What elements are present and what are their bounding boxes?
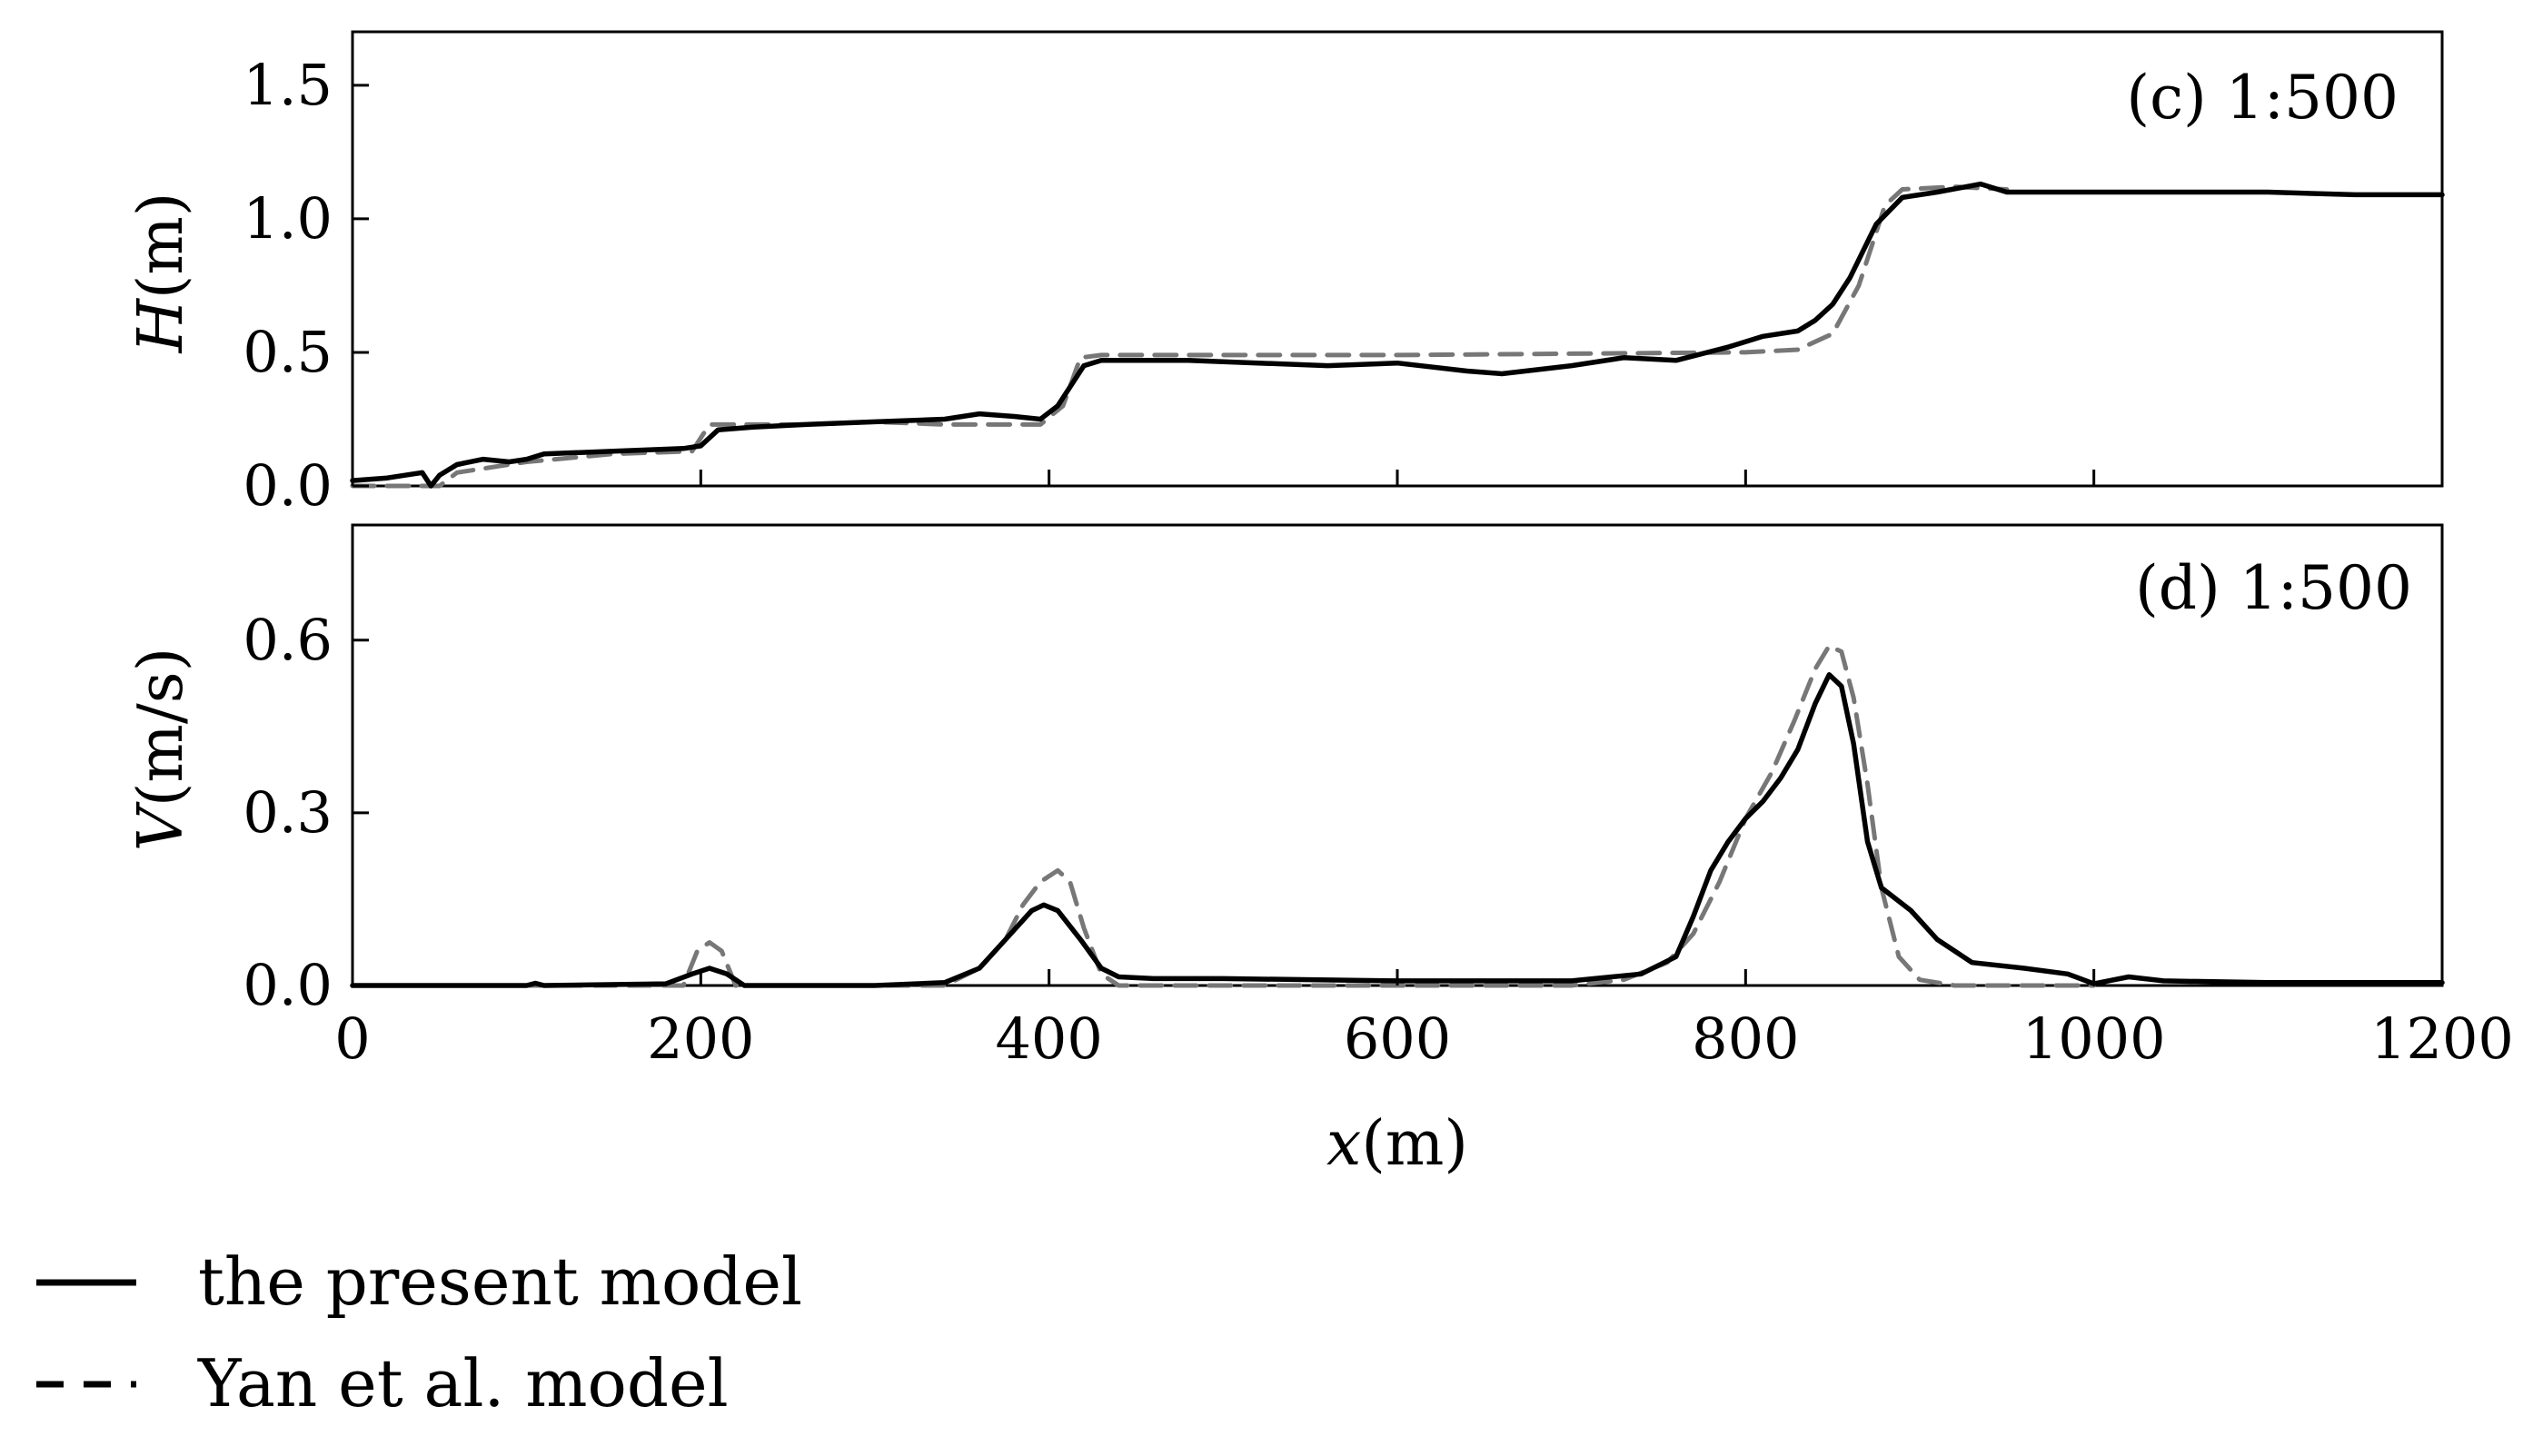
panel-d-ticks: 0 200 400 600 800 1000 1200 0.0 0.3 0.6 bbox=[243, 607, 2514, 1072]
panel-d-xtick-label-1200: 1200 bbox=[2370, 1005, 2514, 1072]
panel-d-velocity: 0 200 400 600 800 1000 1200 0.0 0.3 0.6 (d) 1:500… bbox=[125, 523, 2514, 1180]
panel-c-series bbox=[350, 181, 2445, 489]
panel-c-ytick-label-1.5: 1.5 bbox=[243, 52, 333, 118]
panel-d-series-yan-model bbox=[350, 643, 2097, 988]
panel-d-series bbox=[350, 643, 2445, 988]
panel-c-ytick-label-0: 0.0 bbox=[243, 452, 333, 519]
panel-d-xtick-label-600: 600 bbox=[1344, 1005, 1451, 1072]
panel-d-xtick-label-1000: 1000 bbox=[2022, 1005, 2166, 1072]
panel-d-xtick-label-400: 400 bbox=[995, 1005, 1102, 1072]
panel-c-label: (c) 1:500 bbox=[2126, 63, 2399, 133]
legend-label-yan-model: Yan et al. model bbox=[197, 1345, 729, 1421]
panel-d-frame bbox=[351, 523, 2444, 987]
panel-c-ylabel: H(m) bbox=[125, 193, 197, 355]
panel-c-series-yan-model bbox=[350, 184, 2010, 489]
panel-d-xtick-label-0: 0 bbox=[334, 1005, 370, 1072]
legend-label-present-model: the present model bbox=[198, 1243, 802, 1320]
panel-d-ylabel: V(m/s) bbox=[125, 648, 197, 851]
panel-c-height: 0.0 0.5 1.0 1.5 (c) 1:500 H(m) bbox=[125, 30, 2445, 519]
panel-c-ytick-label-0.5: 0.5 bbox=[243, 319, 333, 385]
panel-d-ytick-label-0.3: 0.3 bbox=[243, 779, 333, 846]
panel-c-ticks: 0.0 0.5 1.0 1.5 bbox=[243, 52, 2444, 519]
panel-d-label: (d) 1:500 bbox=[2135, 553, 2412, 623]
panel-d-ytick-label-0: 0.0 bbox=[243, 952, 333, 1018]
panel-d-series-present-model bbox=[350, 672, 2445, 988]
panel-d-xtick-label-200: 200 bbox=[647, 1005, 754, 1072]
legend: the present model Yan et al. model bbox=[36, 1243, 802, 1421]
panel-d-xlabel: x(m) bbox=[1326, 1108, 1468, 1180]
panel-d-xtick-label-800: 800 bbox=[1692, 1005, 1799, 1072]
panel-c-series-present-model bbox=[350, 181, 2445, 489]
panel-c-ytick-label-1: 1.0 bbox=[243, 185, 333, 252]
panel-d-ytick-label-0.6: 0.6 bbox=[243, 607, 333, 673]
